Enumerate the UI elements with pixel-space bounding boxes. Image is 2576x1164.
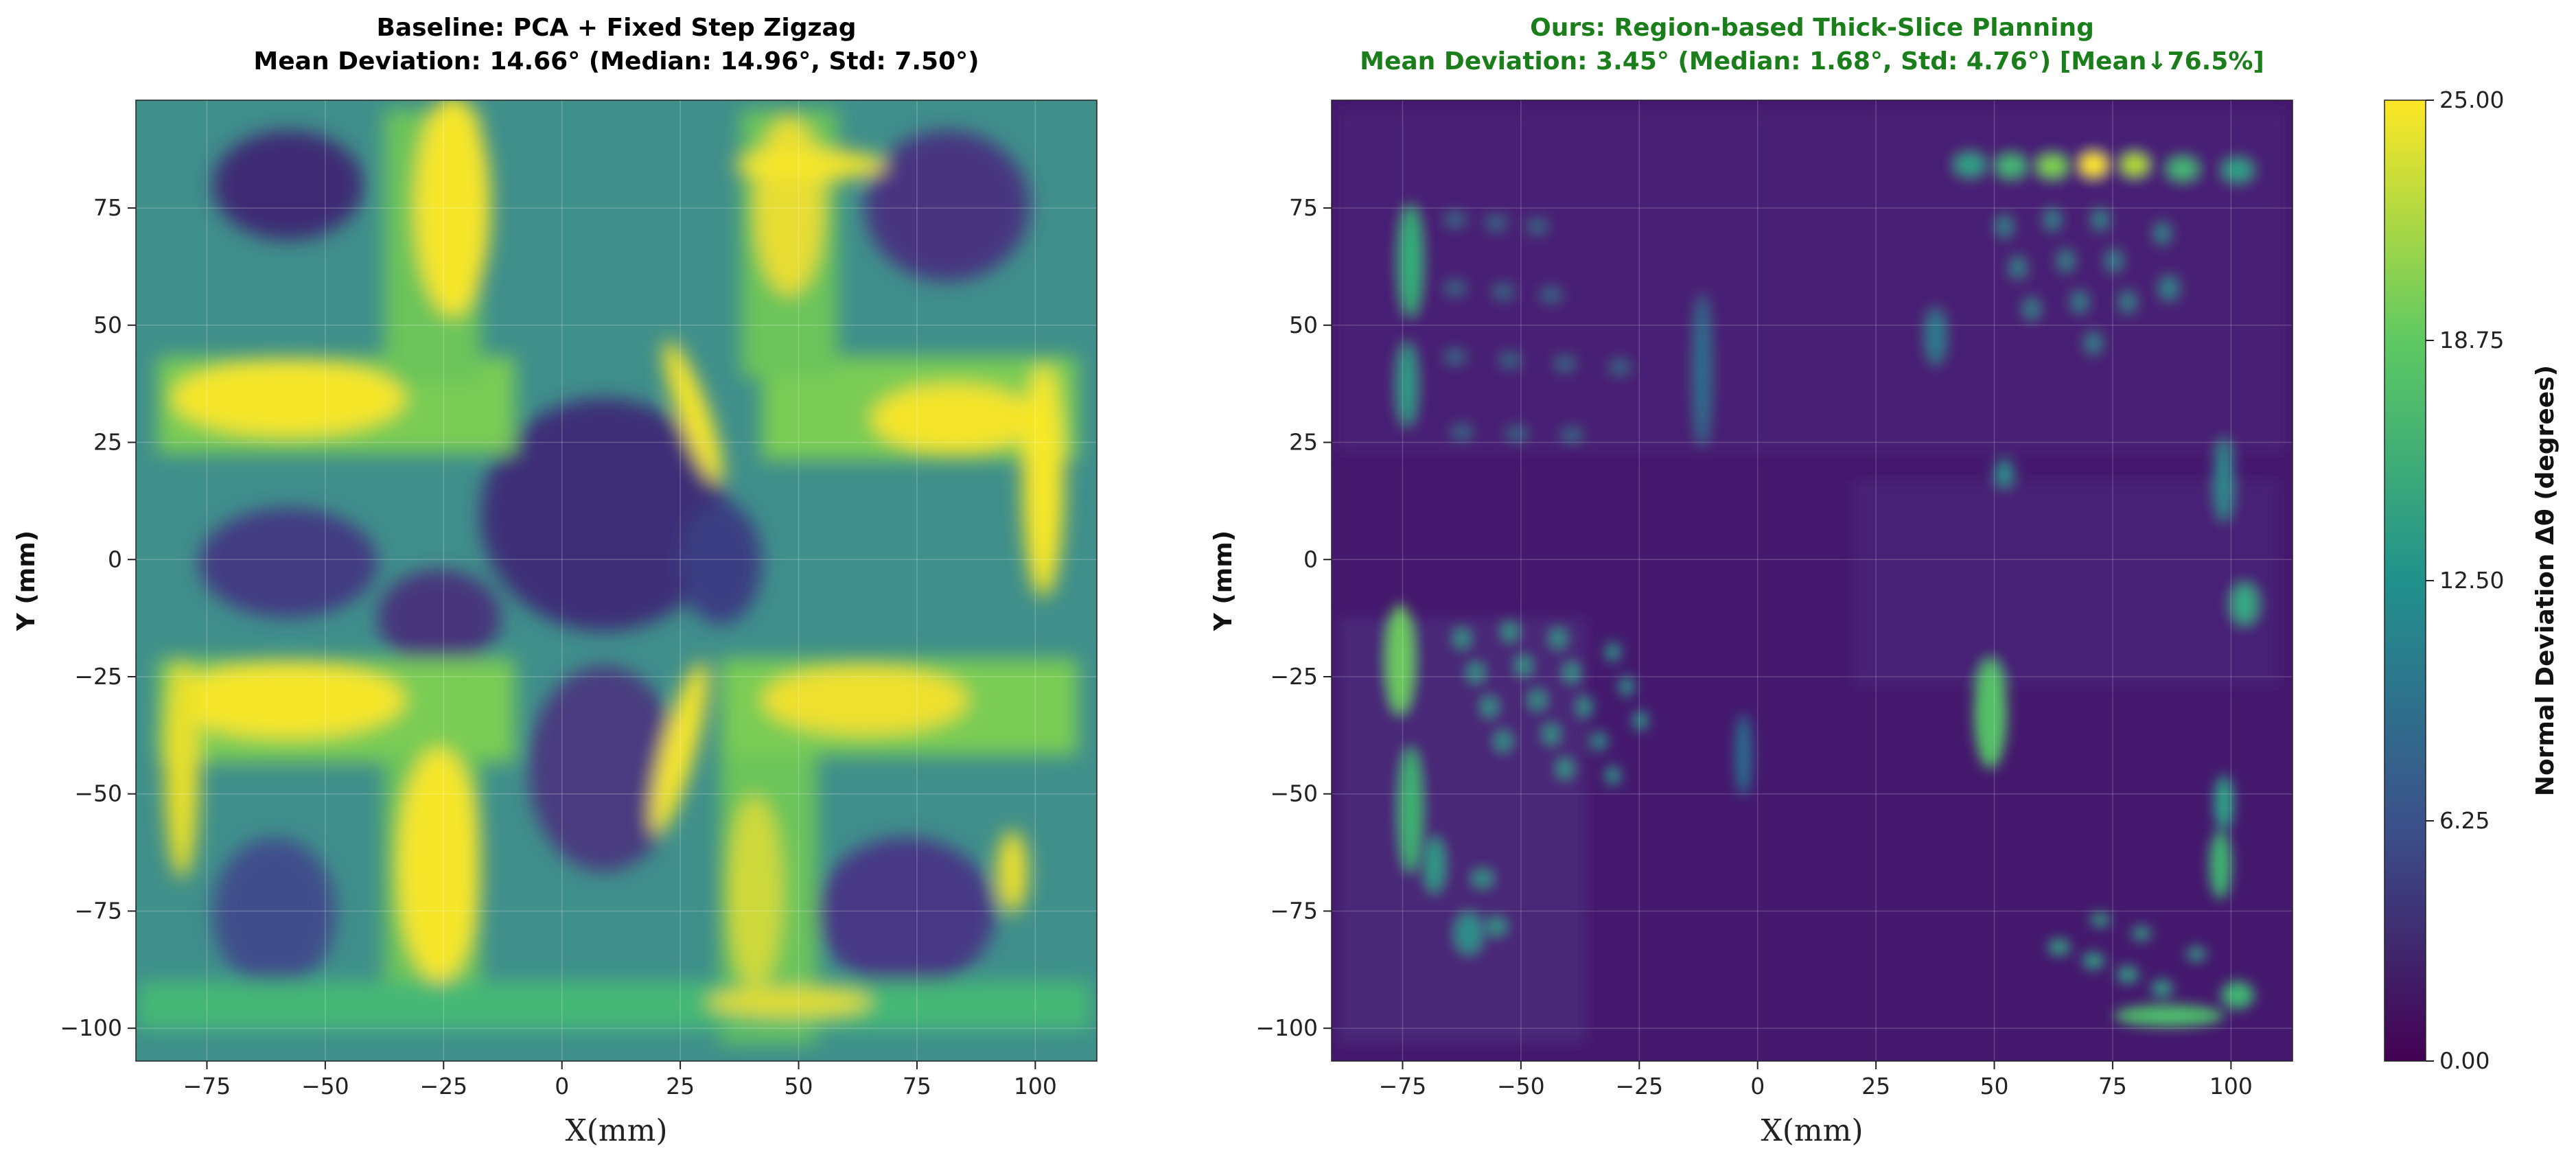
baseline-ytick-label: 75 <box>93 194 122 221</box>
ours-ticks: −75 −50 −25 0 25 50 75 100 75 50 25 0 −25 −50 −75 −100 <box>1255 194 2252 1099</box>
baseline-xtick-label: 75 <box>903 1073 931 1099</box>
baseline-xtick-label: 100 <box>1014 1073 1057 1099</box>
baseline-plot-frame <box>135 100 1098 1062</box>
colorbar-tick-label: 18.75 <box>2439 327 2504 353</box>
baseline-ytick-label: 50 <box>93 312 122 338</box>
baseline-xtick-label: 25 <box>666 1073 695 1099</box>
colorbar-tick-label: 6.25 <box>2439 807 2490 834</box>
baseline-ytick-label: −100 <box>60 1014 122 1041</box>
baseline-xlabel: X(mm) <box>565 1113 667 1148</box>
ours-grid <box>1332 100 2293 1061</box>
colorbar-label: Normal Deviation Δθ (degrees) <box>2531 365 2560 796</box>
baseline-ytick-label: −50 <box>74 780 122 807</box>
colorbar-tick-label: 25.00 <box>2439 86 2504 113</box>
ours-xtick-label: 100 <box>2209 1073 2253 1099</box>
baseline-subtitle: Mean Deviation: 14.66° (Median: 14.96°, … <box>253 47 979 75</box>
baseline-ylabel: Y (mm) <box>12 531 40 632</box>
ours-ytick-label: 50 <box>1289 312 1318 338</box>
baseline-ytick-label: −75 <box>74 897 122 924</box>
ours-xtick-label: 25 <box>1861 1073 1890 1099</box>
colorbar-tick-label: 12.50 <box>2439 567 2504 594</box>
baseline-ytick-label: 25 <box>93 429 122 456</box>
colorbar-ticks: 0.00 6.25 12.50 18.75 25.00 <box>2426 86 2504 1074</box>
baseline-ticks: −75 −50 −25 0 25 50 75 100 75 50 25 0 −25 −50 −75 −100 <box>60 194 1056 1099</box>
ours-ytick-label: −25 <box>1270 663 1318 690</box>
ours-xtick-label: −75 <box>1379 1073 1427 1099</box>
baseline-xtick-label: 0 <box>555 1073 569 1099</box>
ours-xtick-label: −50 <box>1497 1073 1545 1099</box>
ours-ytick-label: −50 <box>1270 780 1318 807</box>
baseline-heatmap <box>136 100 1097 1061</box>
ours-ytick-label: −100 <box>1255 1014 1318 1041</box>
baseline-panel: Baseline: PCA + Fixed Step Zigzag Mean D… <box>12 14 1098 1148</box>
baseline-xtick-label: −75 <box>183 1073 231 1099</box>
colorbar-gradient <box>2384 100 2426 1062</box>
ours-xtick-label: 50 <box>1980 1073 2009 1099</box>
colorbar-tick-label: 0.00 <box>2439 1047 2490 1074</box>
colorbar: 0.00 6.25 12.50 18.75 25.00 Normal Deviation… <box>2384 86 2560 1074</box>
ours-plot-frame <box>1331 100 2293 1062</box>
ours-subtitle: Mean Deviation: 3.45° (Median: 1.68°, St… <box>1360 47 2264 75</box>
baseline-ytick-label: 0 <box>108 546 122 572</box>
ours-ylabel: Y (mm) <box>1209 531 1238 632</box>
ours-title: Ours: Region-based Thick-Slice Planning <box>1530 14 2094 42</box>
baseline-ytick-label: −25 <box>74 663 122 690</box>
ours-ytick-label: 75 <box>1289 194 1318 221</box>
ours-xlabel: X(mm) <box>1761 1113 1863 1148</box>
baseline-xtick-label: 50 <box>785 1073 813 1099</box>
baseline-xtick-label: −50 <box>301 1073 349 1099</box>
ours-ytick-label: 25 <box>1289 429 1318 456</box>
ours-xtick-label: 0 <box>1750 1073 1765 1099</box>
ours-ytick-label: −75 <box>1270 897 1318 924</box>
ours-ytick-label: 0 <box>1303 546 1318 572</box>
ours-heatmap <box>1332 100 2293 1061</box>
ours-panel: Ours: Region-based Thick-Slice Planning … <box>1209 14 2293 1148</box>
baseline-title: Baseline: PCA + Fixed Step Zigzag <box>376 14 856 42</box>
baseline-grid <box>136 100 1097 1061</box>
baseline-xtick-label: −25 <box>419 1073 467 1099</box>
ours-xtick-label: 75 <box>2098 1073 2127 1099</box>
ours-xtick-label: −25 <box>1615 1073 1663 1099</box>
